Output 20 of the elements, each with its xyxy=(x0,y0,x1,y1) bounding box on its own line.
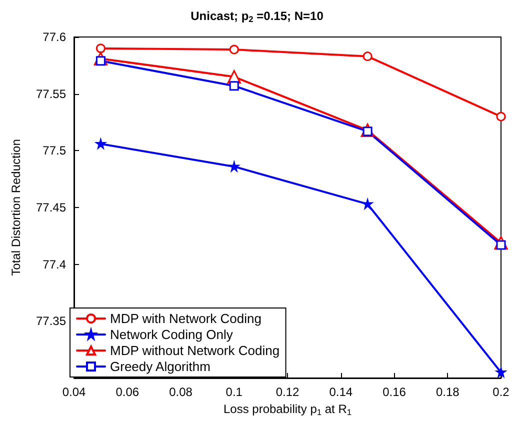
x-tick-label: 0.1 xyxy=(226,385,243,399)
x-tick-label: 0.2 xyxy=(492,385,510,399)
y-tick-label: 77.5 xyxy=(42,144,66,158)
x-tick-label: 0.14 xyxy=(329,385,353,399)
y-tick-label: 77.6 xyxy=(42,30,66,44)
x-tick-label: 0.16 xyxy=(382,385,406,399)
legend-label: MDP without Network Coding xyxy=(110,343,280,358)
legend-label: MDP with Network Coding xyxy=(110,311,262,326)
y-tick-label: 77.55 xyxy=(36,86,66,101)
y-tick-label: 77.4 xyxy=(42,257,66,272)
x-tick-label: 0.12 xyxy=(276,385,300,399)
x-tick-label: 0.04 xyxy=(62,385,86,399)
legend-label: Greedy Algorithm xyxy=(110,359,210,374)
y-tick-label: 77.35 xyxy=(36,314,66,328)
x-tick-label: 0.08 xyxy=(169,385,193,399)
x-tick-label: 0.06 xyxy=(116,385,140,399)
x-tick-label: 0.18 xyxy=(436,385,460,399)
legend-label: Network Coding Only xyxy=(110,327,234,342)
y-tick-label: 77.45 xyxy=(36,200,66,214)
y-axis-title: Total Distortion Reduction xyxy=(9,139,23,276)
